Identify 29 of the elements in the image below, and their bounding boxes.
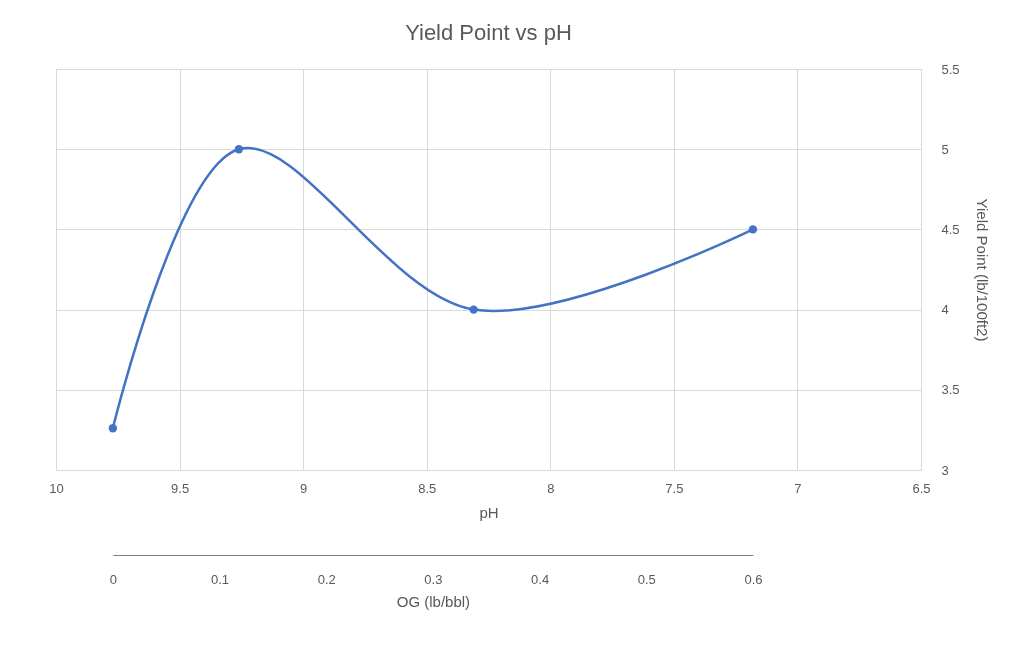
x2-tick-label: 0.1 <box>210 571 230 587</box>
y-axis-title: Yield Point (lb/100ft2) <box>973 198 991 342</box>
y-tick-label: 4.5 <box>941 221 960 237</box>
x-tick-label: 6.5 <box>912 480 931 496</box>
y-tick-label: 5 <box>941 141 949 157</box>
point <box>108 424 118 433</box>
x-tick-label: 9.5 <box>171 480 190 496</box>
x2-tick-label: 0.5 <box>637 571 656 587</box>
x2-tick-label: 0.3 <box>424 571 443 587</box>
x2-tick-label: 0 <box>109 571 117 587</box>
point <box>469 305 478 314</box>
x-tick-label: 7 <box>794 480 802 496</box>
x2-tick-label: 0.2 <box>317 571 336 587</box>
y-tick-label: 3.5 <box>941 382 960 398</box>
x-tick-label: 7.5 <box>665 480 684 496</box>
x2-tick-label: 0.6 <box>744 571 763 587</box>
x-tick-label: 10 <box>49 480 64 496</box>
x-tick-label: 8.5 <box>418 480 437 496</box>
chart-title: Yield Point vs pH <box>405 20 572 45</box>
x-axis-title: pH <box>479 503 499 521</box>
x-tick-label: 9 <box>300 480 308 496</box>
x2-axis-title: OG (lb/bbl) <box>396 592 471 610</box>
y-tick-label: 3 <box>941 462 949 478</box>
y-tick-label: 5.5 <box>941 61 960 77</box>
point <box>748 225 758 234</box>
y-tick-label: 4 <box>941 302 949 318</box>
x-tick-label: 8 <box>547 480 555 496</box>
point <box>234 145 244 154</box>
x2-tick-label: 0.4 <box>531 571 550 587</box>
